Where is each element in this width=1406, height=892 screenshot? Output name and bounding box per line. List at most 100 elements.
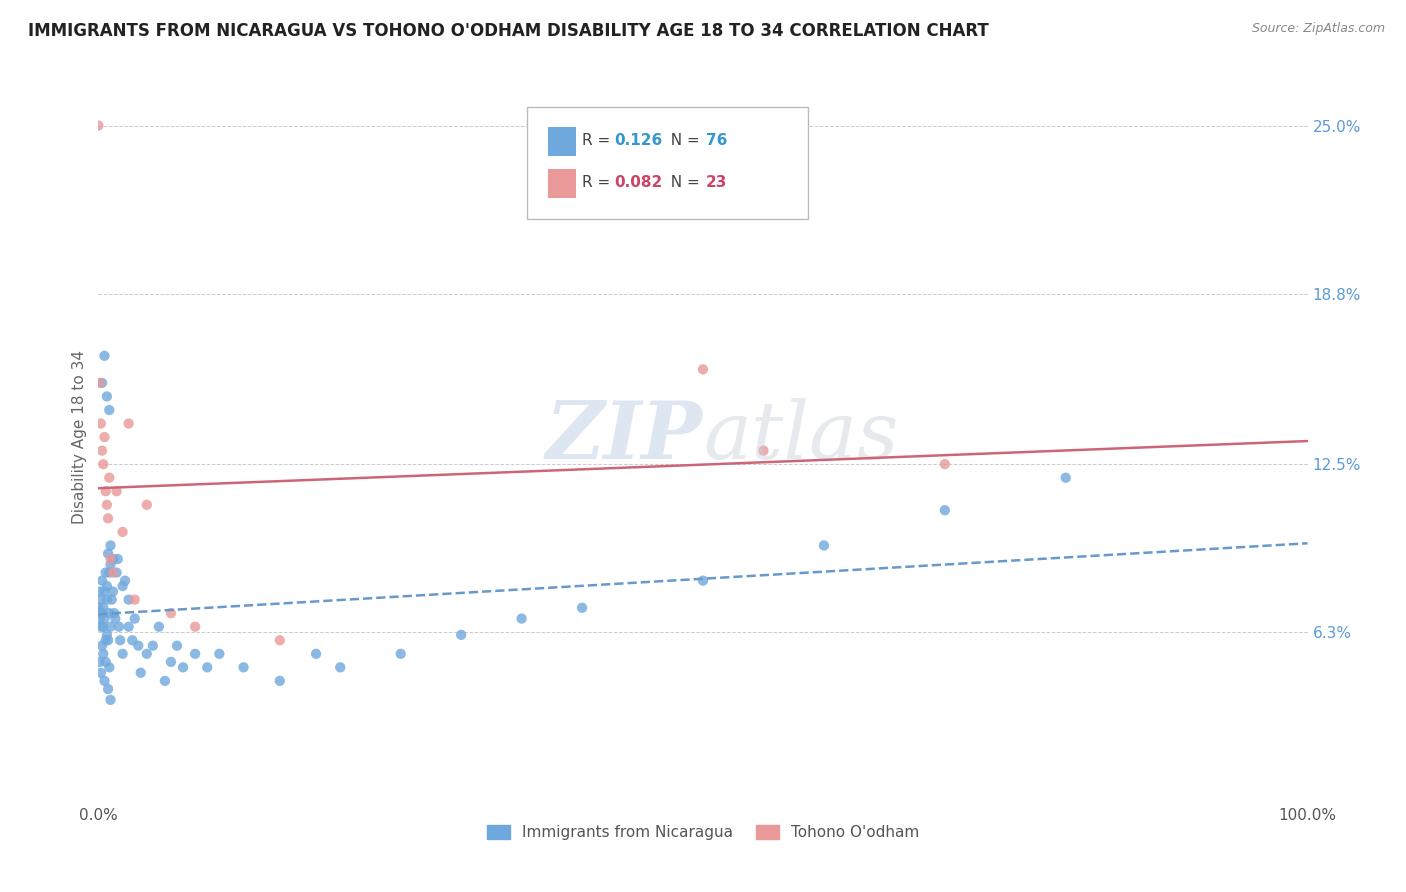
Point: [94, 633, 117, 648]
Point: [208, 647, 231, 661]
Text: 76: 76: [706, 134, 727, 148]
Point: [934, 503, 956, 517]
Point: [160, 606, 183, 620]
Y-axis label: Disability Age 18 to 34: Disability Age 18 to 34: [72, 350, 87, 524]
Point: [105, 484, 128, 499]
Point: [269, 633, 291, 648]
Text: ZIP: ZIP: [546, 399, 703, 475]
Text: 23: 23: [706, 176, 727, 190]
Text: 0.126: 0.126: [614, 134, 662, 148]
Point: [510, 611, 533, 625]
Point: [103, 606, 125, 620]
Point: [118, 620, 141, 634]
Text: atlas: atlas: [703, 399, 898, 475]
Point: [101, 584, 124, 599]
Point: [111, 647, 134, 661]
Text: 0.082: 0.082: [614, 176, 662, 190]
Point: [124, 611, 146, 625]
Point: [166, 639, 188, 653]
Point: [93, 430, 115, 444]
Point: [692, 574, 714, 588]
Point: [89, 584, 111, 599]
Point: [91, 647, 114, 661]
Point: [91, 376, 114, 390]
Point: [97, 547, 120, 561]
Point: [98, 566, 121, 580]
Point: [124, 592, 146, 607]
Point: [104, 611, 127, 625]
Point: [96, 592, 118, 607]
Text: N =: N =: [661, 134, 704, 148]
Point: [94, 484, 117, 499]
Point: [127, 639, 149, 653]
Point: [692, 362, 714, 376]
Point: [752, 443, 775, 458]
Text: N =: N =: [661, 176, 704, 190]
Point: [97, 633, 120, 648]
Point: [97, 511, 120, 525]
Point: [305, 647, 328, 661]
Point: [94, 566, 117, 580]
Point: [111, 579, 134, 593]
Point: [91, 600, 114, 615]
Point: [90, 592, 112, 607]
Point: [91, 620, 114, 634]
Point: [111, 524, 134, 539]
Point: [100, 592, 122, 607]
Point: [160, 655, 183, 669]
Point: [93, 673, 115, 688]
Point: [93, 584, 115, 599]
Point: [96, 498, 118, 512]
Point: [87, 600, 110, 615]
Point: [90, 417, 112, 431]
Point: [121, 633, 143, 648]
Point: [1054, 471, 1077, 485]
Point: [89, 655, 111, 669]
Point: [91, 606, 114, 620]
Point: [96, 389, 118, 403]
Point: [90, 620, 112, 634]
Text: IMMIGRANTS FROM NICARAGUA VS TOHONO O'ODHAM DISABILITY AGE 18 TO 34 CORRELATION : IMMIGRANTS FROM NICARAGUA VS TOHONO O'OD…: [28, 22, 988, 40]
Point: [148, 620, 170, 634]
Legend: Immigrants from Nicaragua, Tohono O'odham: Immigrants from Nicaragua, Tohono O'odha…: [481, 819, 925, 847]
Point: [100, 552, 122, 566]
Point: [96, 628, 118, 642]
Point: [94, 655, 117, 669]
Point: [101, 566, 124, 580]
Point: [101, 552, 124, 566]
Point: [232, 660, 254, 674]
Point: [100, 538, 122, 552]
Point: [269, 673, 291, 688]
Point: [135, 498, 157, 512]
Point: [97, 681, 120, 696]
Text: R =: R =: [582, 176, 616, 190]
Point: [87, 119, 110, 133]
Point: [98, 660, 121, 674]
Point: [571, 600, 593, 615]
Point: [450, 628, 472, 642]
Point: [100, 620, 122, 634]
Point: [107, 552, 129, 566]
Point: [105, 566, 128, 580]
Point: [184, 647, 207, 661]
Point: [118, 417, 141, 431]
Point: [389, 647, 412, 661]
Point: [184, 620, 207, 634]
Point: [172, 660, 194, 674]
Point: [118, 592, 141, 607]
Point: [93, 349, 115, 363]
Point: [329, 660, 352, 674]
Point: [108, 620, 131, 634]
Point: [98, 471, 121, 485]
Point: [100, 558, 122, 572]
Point: [91, 574, 114, 588]
Point: [934, 457, 956, 471]
Point: [100, 693, 122, 707]
Point: [135, 647, 157, 661]
Point: [96, 579, 118, 593]
Text: Source: ZipAtlas.com: Source: ZipAtlas.com: [1251, 22, 1385, 36]
Point: [195, 660, 218, 674]
Point: [93, 611, 115, 625]
Point: [91, 457, 114, 471]
Point: [89, 376, 111, 390]
